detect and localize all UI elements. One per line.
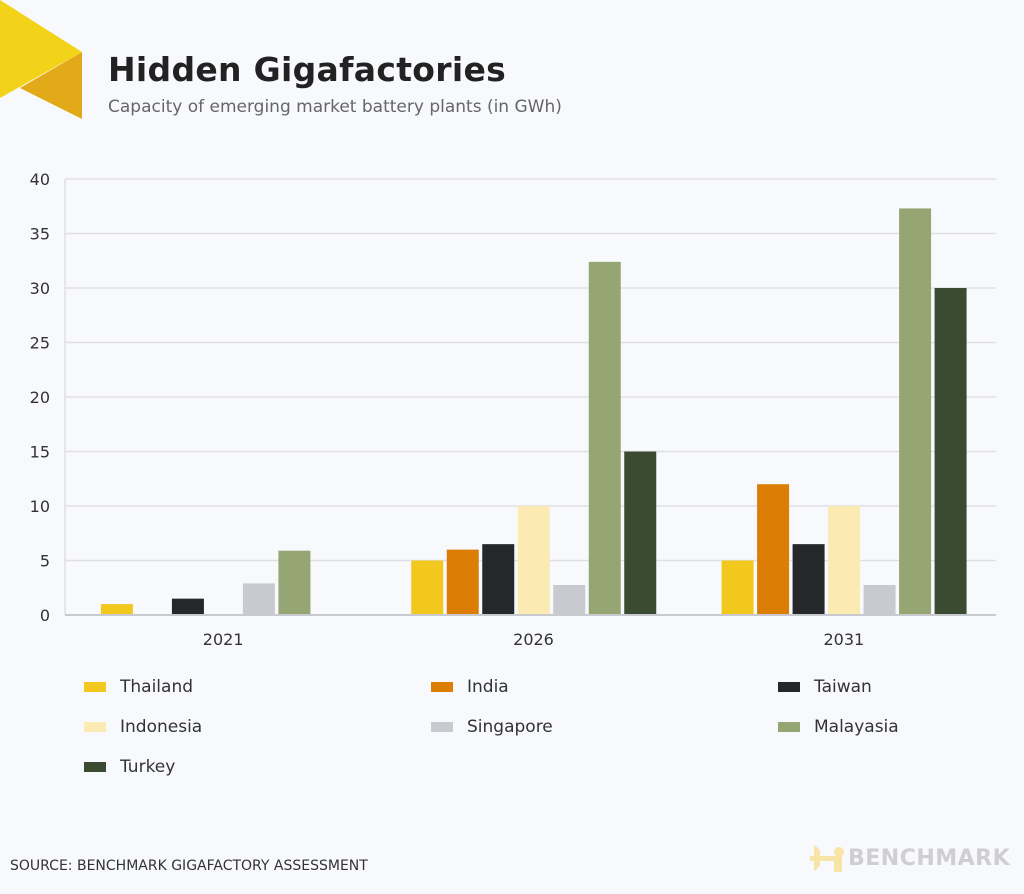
source-note: SOURCE: BENCHMARK GIGAFACTORY ASSESSMENT	[10, 858, 368, 874]
legend-item: India	[431, 676, 778, 698]
benchmark-logo: BENCHMARK	[808, 843, 1010, 873]
bar-malayasia-2021	[278, 550, 311, 615]
legend-swatch	[778, 682, 800, 692]
y-tick-label: 25	[30, 334, 50, 353]
bar-taiwan-2026	[482, 544, 515, 615]
bar-india-2026	[446, 549, 479, 615]
bar-malayasia-2031	[899, 208, 932, 615]
bar-malayasia-2026	[588, 261, 621, 615]
bar-singapore-2031	[863, 585, 896, 615]
bar-india-2031	[757, 484, 790, 615]
y-tick-label: 5	[40, 552, 50, 571]
y-tick-label: 20	[30, 388, 50, 407]
y-tick-label: 0	[40, 606, 50, 625]
legend-label: Taiwan	[814, 677, 872, 697]
legend-swatch	[84, 682, 106, 692]
bar-chart: 0 5 10 15 20 25 30 35 40 2021 2026 2031	[30, 170, 996, 649]
chart-subtitle: Capacity of emerging market battery plan…	[108, 97, 562, 117]
x-tick-label: 2031	[823, 630, 864, 649]
legend-item: Taiwan	[778, 676, 978, 698]
x-tick-label: 2026	[513, 630, 554, 649]
legend-label: Singapore	[467, 717, 553, 737]
bar-indonesia-2026	[517, 506, 550, 615]
legend-swatch	[84, 722, 106, 732]
legend-label: India	[467, 677, 509, 697]
bar-indonesia-2031	[828, 506, 861, 615]
benchmark-logo-icon	[810, 845, 844, 872]
bar-thailand-2021	[100, 604, 133, 615]
bar-thailand-2026	[411, 560, 444, 615]
bar-taiwan-2031	[792, 544, 825, 615]
chart-title: Hidden Gigafactories	[108, 50, 507, 89]
legend-swatch	[431, 722, 453, 732]
legend-item: Singapore	[431, 716, 778, 738]
bar-singapore-2026	[553, 585, 586, 615]
legend-label: Indonesia	[120, 717, 203, 737]
legend-label: Malayasia	[814, 717, 899, 737]
y-tick-label: 30	[30, 279, 50, 298]
legend-swatch	[778, 722, 800, 732]
y-tick-label: 10	[30, 497, 50, 516]
y-tick-label: 15	[30, 443, 50, 462]
y-tick-label: 40	[30, 170, 50, 189]
x-tick-label: 2021	[203, 630, 244, 649]
legend-swatch	[84, 762, 106, 772]
legend-item: Indonesia	[84, 716, 431, 738]
legend-item: Malayasia	[778, 716, 978, 738]
benchmark-logo-text: BENCHMARK	[848, 845, 1011, 871]
legend-item: Thailand	[84, 676, 431, 698]
bar-singapore-2021	[242, 583, 275, 615]
legend-label: Turkey	[120, 757, 176, 777]
decorative-triangle-logo	[0, 0, 82, 119]
bar-turkey-2026	[624, 451, 657, 615]
legend: Thailand India Taiwan Indonesia Singapore Mal…	[84, 676, 944, 778]
legend-swatch	[431, 682, 453, 692]
legend-item: Turkey	[84, 756, 431, 778]
bar-thailand-2031	[721, 560, 754, 615]
bar-turkey-2031	[934, 288, 967, 615]
legend-label: Thailand	[120, 677, 194, 697]
bar-taiwan-2021	[171, 598, 204, 615]
y-tick-label: 35	[30, 225, 50, 244]
